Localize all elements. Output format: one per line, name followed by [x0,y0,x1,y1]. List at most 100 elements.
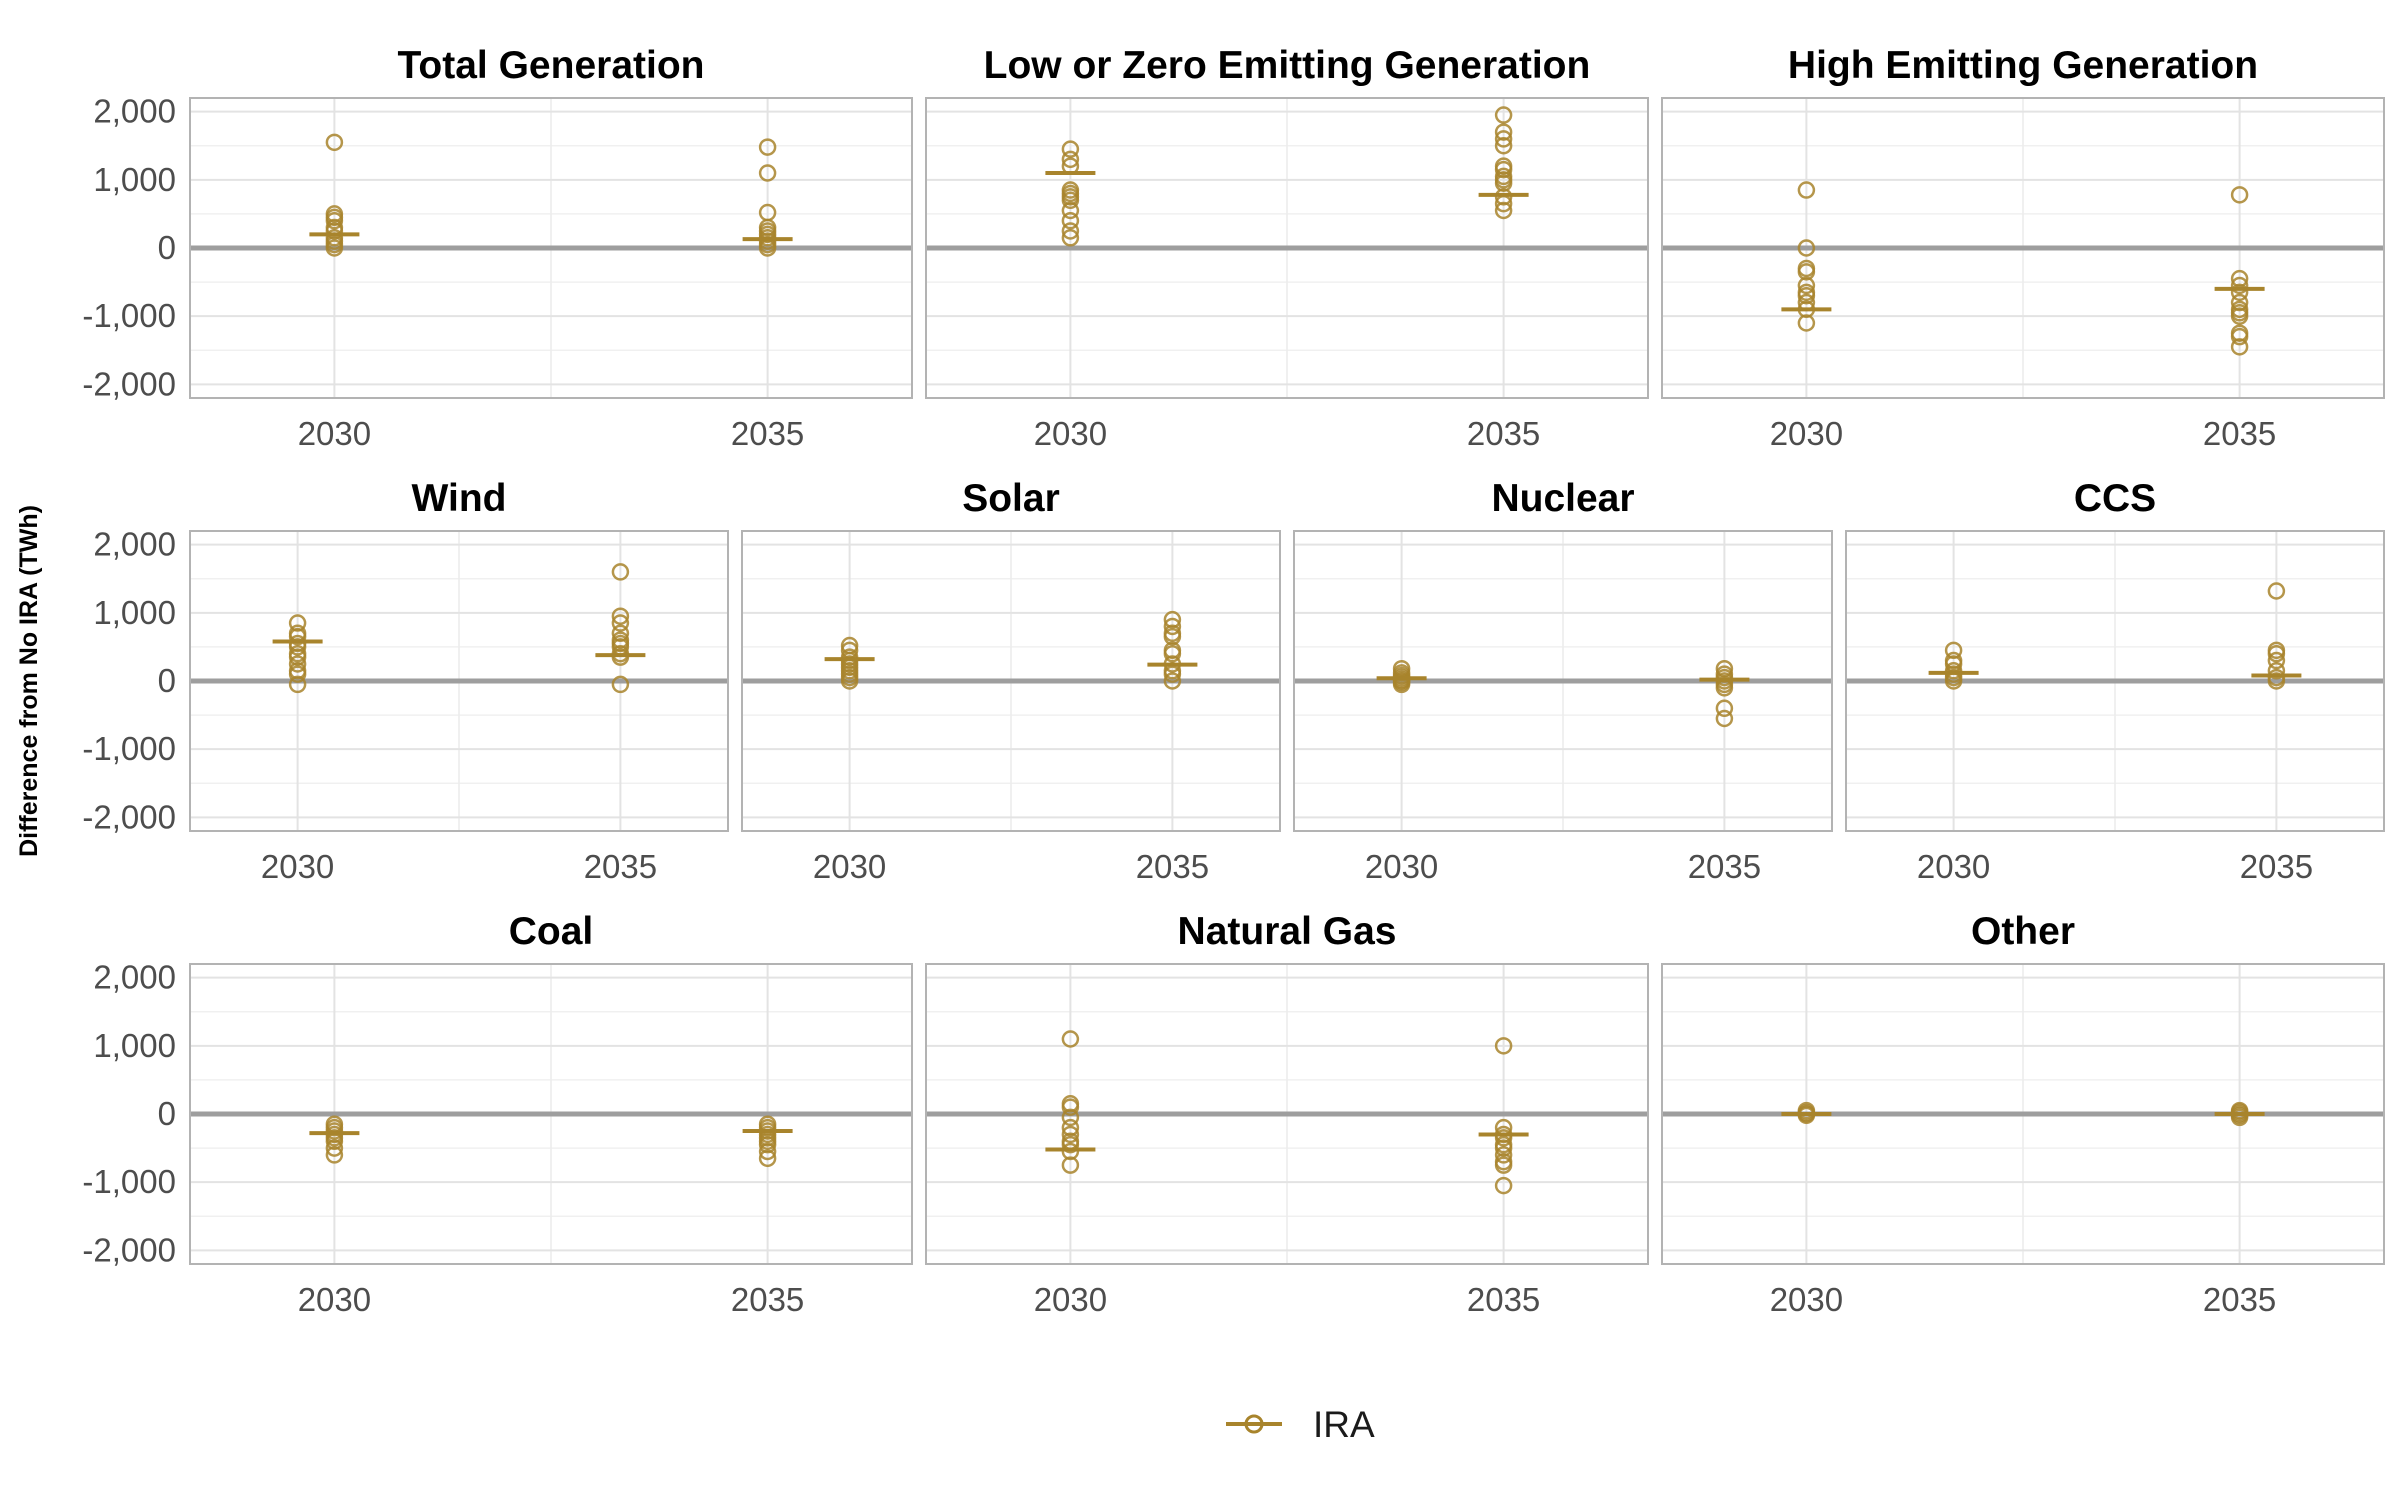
data-point [1797,314,1816,332]
panel-border [189,97,913,399]
y-tick-label: -2,000 [82,365,176,402]
y-tick-label: 1,000 [93,594,176,631]
data-point [1061,1135,1080,1154]
x-tick-label: 2035 [1467,415,1540,452]
data-point [1494,106,1513,124]
panel-title: Wind [412,477,507,520]
data-point [1163,644,1182,663]
x-tick-label: 2035 [1136,848,1209,885]
panel-title: High Emitting Generation [1788,44,2258,87]
data-point [2230,338,2249,356]
data-point [2267,582,2286,600]
data-point [1494,123,1513,141]
data-point [325,133,344,152]
y-tick-label: -2,000 [82,1231,176,1268]
x-tick-label: 2035 [2203,415,2276,452]
x-tick-label: 2035 [731,1281,804,1318]
y-tick-label: 2,000 [93,959,176,996]
data-point [611,675,630,694]
data-point [611,563,630,581]
data-point [325,211,344,230]
data-point [1494,160,1513,179]
data-point [2230,186,2249,204]
data-point [758,1149,777,1168]
data-point [1163,610,1182,629]
data-point [1494,1139,1513,1157]
data-point [1494,1156,1513,1174]
data-point [2230,327,2249,346]
x-tick-label: 2030 [1917,848,1990,885]
data-point [2267,644,2286,663]
data-point [1797,286,1816,305]
x-tick-label: 2035 [1688,848,1761,885]
panel-total-generation: Total Generation 2,000 1,000 0 -1,000 -2,000 2… [82,44,913,452]
panel-other: Other 2030 2035 [1661,910,2385,1318]
data-point [2230,1108,2249,1127]
y-tick-label: 0 [158,1095,176,1132]
data-point [1715,709,1734,728]
x-tick-label: 2030 [1770,415,1843,452]
data-point [1494,1129,1513,1147]
data-point [288,675,307,694]
x-tick-label: 2030 [1365,848,1438,885]
data-point [1163,627,1182,646]
data-point [288,638,307,656]
data-point [1061,1118,1080,1137]
legend-marker [1244,1414,1264,1434]
data-point [288,655,307,673]
data-point [325,239,344,257]
x-tick-label: 2035 [2203,1281,2276,1318]
y-tick-label: 0 [158,229,176,266]
data-point [288,614,307,632]
x-tick-label: 2030 [298,415,371,452]
data-point [1061,1142,1080,1161]
data-point [611,607,630,625]
data-point [1494,1146,1513,1164]
data-point [2230,283,2249,302]
data-point [325,1139,344,1157]
data-point [1494,1176,1513,1195]
panel-border [1845,530,2385,832]
x-tick-label: 2030 [1034,1281,1107,1318]
x-tick-label: 2030 [1770,1281,1843,1318]
panel-title: Nuclear [1491,477,1634,520]
panel-border [741,530,1281,832]
legend: IRA [1226,1404,1375,1445]
panel-border [925,963,1649,1265]
data-point [611,614,630,632]
data-point [1797,276,1816,295]
y-tick-label: 2,000 [93,93,176,130]
data-point [758,164,777,182]
data-point [2230,269,2249,288]
data-point [1061,229,1080,247]
x-tick-label: 2030 [298,1281,371,1318]
data-point [2267,672,2286,690]
data-point [1715,699,1734,718]
data-point [2230,307,2249,325]
data-point [1061,1108,1080,1127]
panel-title: CCS [2074,477,2156,520]
data-point [325,222,344,240]
panel-title: Low or Zero Emitting Generation [984,44,1591,87]
panel-low-or-zero-emitting-generation: Low or Zero Emitting Generation 2030 2035 [925,44,1649,452]
panel-border [1293,530,1833,832]
panel-natural-gas: Natural Gas 2030 2035 [925,910,1649,1318]
data-point [1061,150,1080,169]
panel-coal: Coal 2,000 1,000 0 -1,000 -2,000 2030 2035 [82,910,913,1318]
panel-border [189,530,729,832]
data-point [1494,174,1513,192]
panel-border [189,963,913,1265]
x-tick-label: 2035 [2240,848,2313,885]
data-point [611,648,630,666]
panel-title: Other [1971,910,2075,953]
data-point [758,1135,777,1154]
panel-title: Total Generation [398,44,705,87]
data-point [288,665,307,683]
data-point [1061,211,1080,230]
data-point [1163,672,1182,690]
x-tick-label: 2030 [813,848,886,885]
data-point [1797,181,1816,199]
panel-nuclear: Nuclear 2030 2035 [1293,477,1833,885]
